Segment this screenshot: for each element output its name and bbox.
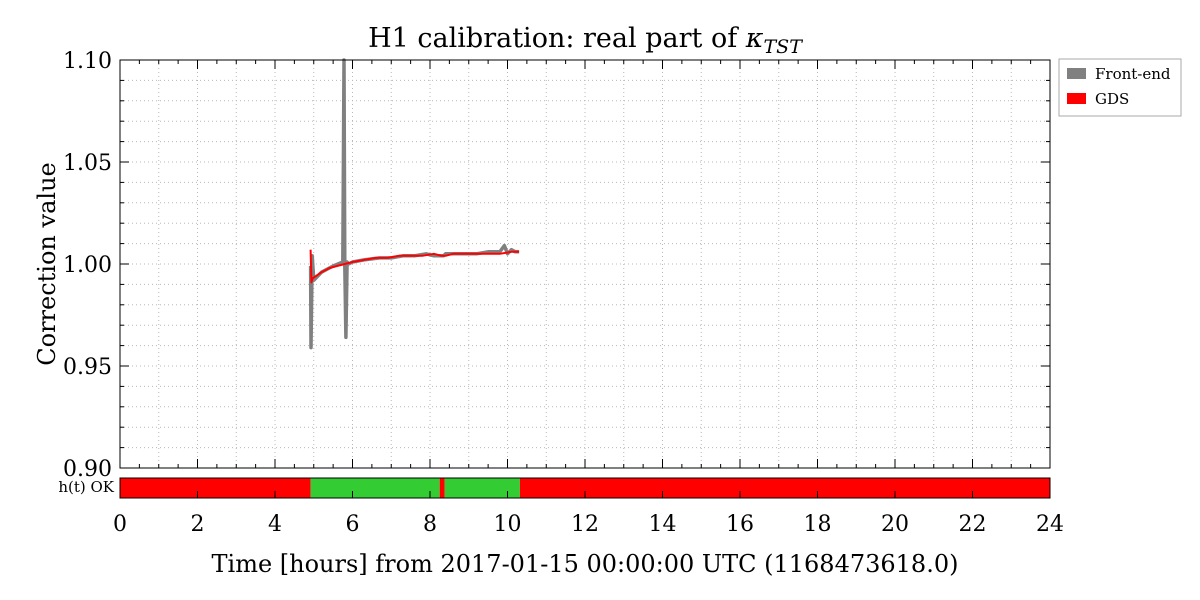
- y-tick-label: 0.90: [63, 457, 112, 482]
- y-tick-label: 0.95: [63, 355, 112, 380]
- status-bar-label: h(t) OK: [58, 478, 114, 496]
- x-tick-label: 16: [726, 512, 754, 537]
- x-tick-label: 20: [881, 512, 909, 537]
- status-segment-ok: [444, 478, 520, 498]
- x-axis-label: Time [hours] from 2017-01-15 00:00:00 UT…: [212, 550, 959, 578]
- x-tick-label: 18: [804, 512, 832, 537]
- x-tick-label: 8: [423, 512, 437, 537]
- legend: Front-end GDS: [1058, 58, 1182, 117]
- x-tick-label: 6: [346, 512, 360, 537]
- x-tick-label: 10: [494, 512, 522, 537]
- chart-title-symbol: κ: [745, 23, 764, 54]
- y-tick-label: 1.10: [63, 49, 112, 74]
- y-axis-label: Correction value: [33, 162, 61, 365]
- x-tick-label: 24: [1036, 512, 1064, 537]
- status-bar: [120, 478, 1050, 498]
- x-tick-labels: 0 2 4 6 8 10 12 14 16 18 20 22 24: [113, 512, 1064, 537]
- legend-swatch-front-end: [1067, 68, 1086, 79]
- x-tick-label: 14: [649, 512, 677, 537]
- y-tick-label: 1.05: [63, 151, 112, 176]
- series-lines: [308, 58, 520, 350]
- x-tick-label: 22: [959, 512, 987, 537]
- y-tick-labels: 0.90 0.95 1.00 1.05 1.10: [63, 49, 112, 482]
- legend-swatch-gds: [1067, 93, 1086, 104]
- series-line-front-end: [308, 58, 520, 350]
- series-line-gds: [309, 249, 520, 284]
- x-tick-label: 2: [191, 512, 205, 537]
- grid-lines: [120, 60, 1050, 468]
- status-segment-not-ok: [120, 478, 311, 498]
- status-segment-ok: [310, 478, 440, 498]
- chart-title: H1 calibration: real part of κTST: [368, 23, 803, 58]
- legend-label-front-end: Front-end: [1095, 65, 1171, 83]
- legend-label-gds: GDS: [1095, 90, 1129, 108]
- tick-marks: [119, 59, 1051, 469]
- status-bar-ticks: [119, 491, 1051, 498]
- chart-title-subscript: TST: [764, 36, 804, 58]
- x-tick-label: 4: [268, 512, 282, 537]
- x-tick-label: 12: [571, 512, 599, 537]
- y-tick-label: 1.00: [63, 253, 112, 278]
- status-segment-not-ok: [439, 478, 445, 498]
- status-segment-not-ok: [519, 478, 1050, 498]
- chart-title-prefix: H1 calibration: real part of: [368, 23, 746, 54]
- x-tick-label: 0: [113, 512, 127, 537]
